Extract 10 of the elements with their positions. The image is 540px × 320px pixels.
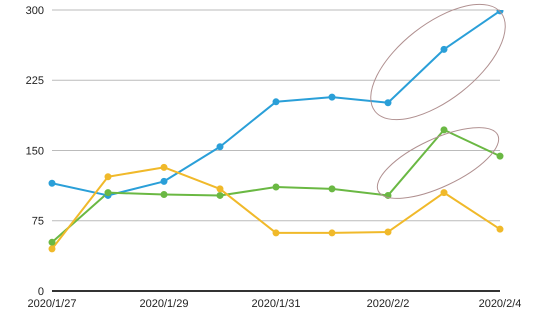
y-tick-label: 225 — [26, 75, 44, 88]
y-tick-label: 75 — [32, 216, 44, 228]
x-tick-label: 2020/2/4 — [478, 298, 522, 310]
x-tick-label: 2020/1/31 — [252, 298, 300, 310]
y-tick-label: 300 — [26, 4, 44, 17]
y-tick-label: 150 — [26, 145, 44, 158]
x-tick-label: 2020/1/29 — [140, 298, 188, 310]
y-tick-label: 0 — [38, 286, 44, 298]
x-tick-label: 2020/1/27 — [28, 298, 76, 310]
x-tick-label: 2020/2/2 — [366, 298, 410, 310]
